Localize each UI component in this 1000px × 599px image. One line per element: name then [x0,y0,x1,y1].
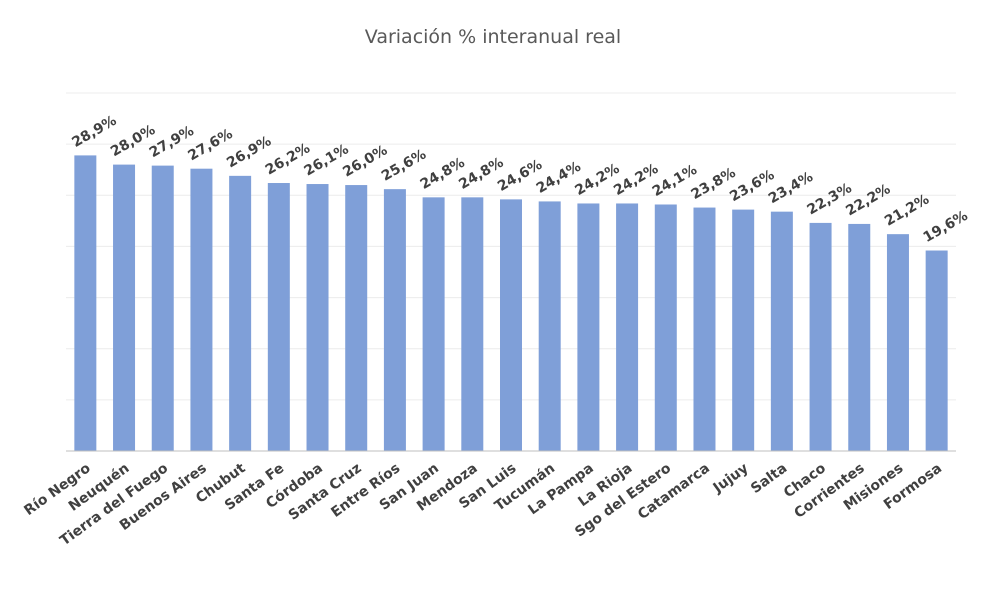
bar [345,185,368,452]
bar [461,197,484,451]
bar [422,197,445,451]
chart-title: Variación % interanual real [365,26,621,48]
bar [74,155,97,451]
bar [500,199,522,451]
bar [383,189,406,452]
bar [654,204,677,451]
bar [809,222,832,451]
bar [538,201,561,451]
bar [267,183,290,452]
bar [693,207,716,451]
bar [616,203,639,451]
bar [229,175,252,451]
bar [770,211,793,451]
category-tick-label: Jujuy [710,460,752,497]
bar [151,165,174,451]
data-label: 19,6% [921,208,971,246]
bar [577,203,600,451]
bars [74,155,948,452]
bar [190,168,213,452]
bar [886,234,909,451]
bar [848,223,871,451]
bar [925,250,948,451]
bar [732,209,755,451]
bar [306,184,329,451]
bar [113,164,136,451]
